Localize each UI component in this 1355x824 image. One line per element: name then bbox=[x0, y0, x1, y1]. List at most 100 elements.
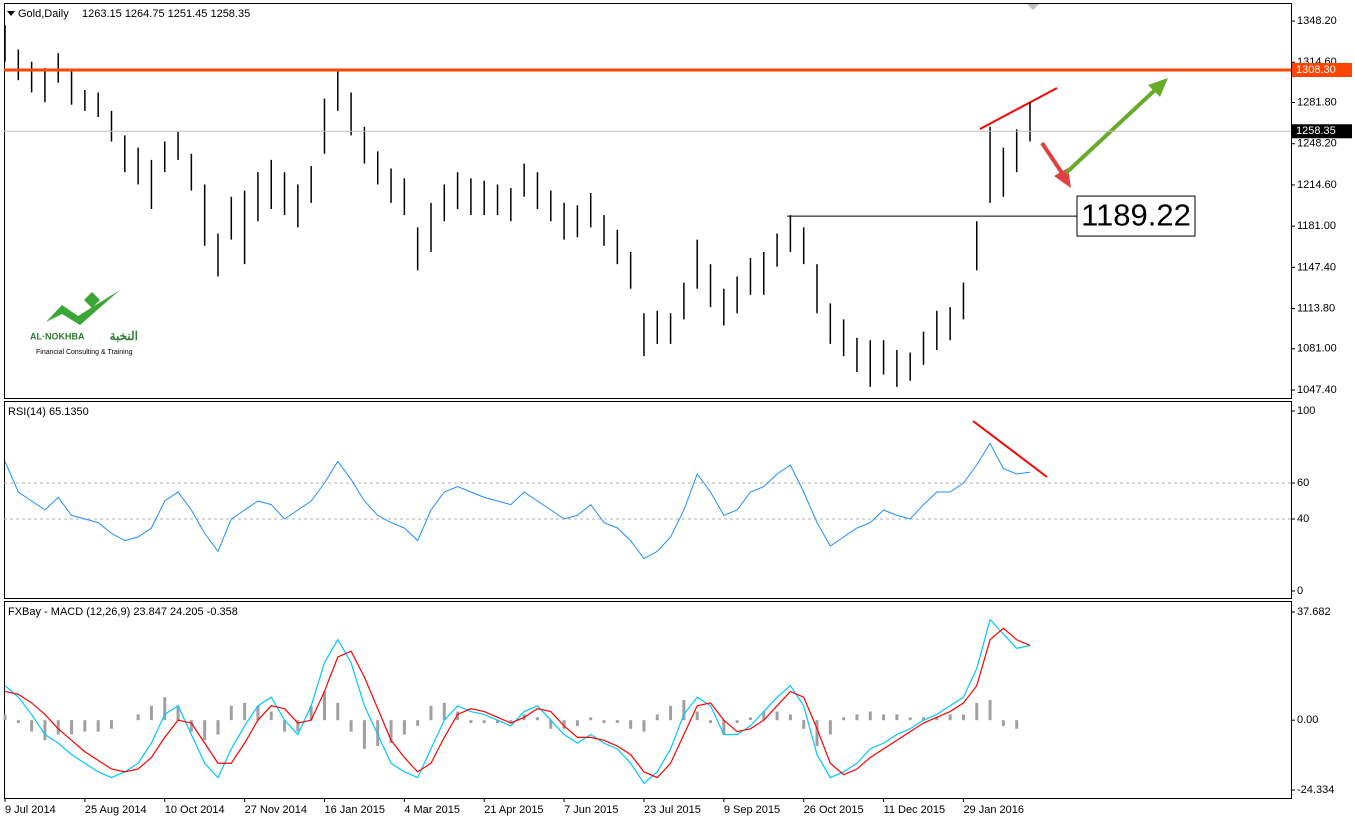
macd-histogram-bar bbox=[575, 720, 579, 726]
macd-histogram-bar bbox=[456, 711, 460, 721]
macd-histogram-bar bbox=[828, 720, 832, 735]
macd-histogram-bar bbox=[3, 714, 7, 721]
pane-title: FXBay - MACD (12,26,9) 23.847 24.205 -0.… bbox=[8, 606, 238, 618]
level-label: 1308.30 bbox=[1296, 64, 1336, 76]
macd-histogram-bar bbox=[442, 702, 446, 721]
macd-histogram-bar bbox=[496, 720, 500, 724]
macd-line bbox=[4, 618, 1031, 785]
x-tick-label: 25 Aug 2014 bbox=[85, 804, 147, 816]
y-tick-label: 37.682 bbox=[1297, 606, 1331, 618]
macd-histogram-bar bbox=[602, 720, 606, 724]
x-tick-label: 26 Oct 2015 bbox=[804, 804, 864, 816]
macd-line bbox=[4, 627, 1031, 779]
rsi-trendline bbox=[972, 420, 1048, 478]
y-tick-label: 100 bbox=[1297, 405, 1315, 417]
macd-histogram-bar bbox=[83, 720, 87, 732]
y-tick-label: 1181.00 bbox=[1297, 220, 1336, 232]
macd-histogram-bar bbox=[296, 720, 300, 732]
y-tick-label: 1113.80 bbox=[1297, 302, 1335, 314]
x-tick-label: 27 Nov 2014 bbox=[245, 804, 307, 816]
macd-histogram-bar bbox=[709, 720, 713, 724]
macd-histogram-bar bbox=[855, 714, 859, 721]
y-tick-label: 1214.60 bbox=[1297, 179, 1337, 191]
macd-histogram-bar bbox=[908, 717, 912, 721]
macd-histogram-bar bbox=[882, 714, 886, 721]
macd-histogram-bar bbox=[895, 714, 899, 721]
macd-histogram-bar bbox=[43, 720, 47, 741]
y-tick-label: 40 bbox=[1297, 513, 1309, 525]
macd-histogram-bar bbox=[216, 720, 220, 735]
macd-histogram-bar bbox=[136, 714, 140, 721]
macd-histogram-bar bbox=[762, 711, 766, 721]
macd-histogram-bar bbox=[535, 717, 539, 721]
macd-histogram-bar bbox=[802, 720, 806, 729]
x-tick-label: 10 Oct 2014 bbox=[165, 804, 225, 816]
macd-histogram-bar bbox=[935, 717, 939, 721]
macd-histogram-bar bbox=[163, 697, 167, 721]
price-trendline bbox=[979, 87, 1058, 130]
macd-histogram-bar bbox=[629, 720, 633, 729]
macd-histogram-bar bbox=[735, 720, 739, 724]
macd-histogram-bar bbox=[815, 720, 819, 747]
macd-histogram-bar bbox=[642, 720, 646, 732]
logo-name: AL·NOKHBA bbox=[30, 331, 85, 341]
macd-histogram-bar bbox=[775, 711, 779, 721]
x-tick-label: 9 Sep 2015 bbox=[724, 804, 780, 816]
y-tick-label: 0.00 bbox=[1297, 714, 1318, 726]
macd-histogram-bar bbox=[203, 720, 207, 741]
y-tick-label: 1081.00 bbox=[1297, 343, 1337, 355]
rsi-pane bbox=[4, 401, 1292, 599]
logo-mark bbox=[46, 290, 120, 325]
x-tick-label: 7 Jun 2015 bbox=[564, 804, 618, 816]
macd-histogram-bar bbox=[615, 720, 619, 724]
logo-tagline: Financial Consulting & Training bbox=[36, 349, 133, 356]
macd-histogram-bar bbox=[842, 717, 846, 721]
y-tick-label: 60 bbox=[1297, 477, 1309, 489]
macd-histogram-bar bbox=[189, 720, 193, 732]
annotation-label: 1189.22 bbox=[1081, 197, 1191, 232]
macd-histogram-bar bbox=[176, 705, 180, 721]
y-tick-label: 1248.20 bbox=[1297, 138, 1337, 150]
macd-histogram-bar bbox=[669, 705, 673, 721]
macd-histogram-bar bbox=[402, 720, 406, 735]
macd-histogram-bar bbox=[961, 714, 965, 721]
macd-histogram-bar bbox=[748, 717, 752, 721]
x-tick-label: 11 Dec 2015 bbox=[884, 804, 946, 816]
x-tick-label: 29 Jan 2016 bbox=[963, 804, 1024, 816]
macd-histogram-bar bbox=[722, 720, 726, 735]
macd-histogram-bar bbox=[948, 714, 952, 721]
y-tick-label: 0 bbox=[1297, 585, 1303, 597]
macd-histogram-bar bbox=[695, 711, 699, 721]
level-label-box bbox=[1292, 62, 1352, 77]
logo-arabic: النخبة bbox=[110, 329, 138, 343]
macd-histogram-bar bbox=[283, 720, 287, 732]
macd-histogram-bar bbox=[482, 720, 486, 724]
macd-histogram-bar bbox=[509, 720, 513, 724]
macd-histogram-bar bbox=[975, 702, 979, 721]
x-tick-label: 9 Jul 2014 bbox=[5, 804, 56, 816]
logo-dot bbox=[84, 292, 100, 308]
macd-histogram-bar bbox=[349, 720, 353, 732]
macd-histogram-bar bbox=[549, 720, 553, 729]
pane-title: RSI(14) 65.1350 bbox=[8, 406, 89, 418]
macd-histogram-bar bbox=[469, 720, 473, 724]
macd-histogram-bar bbox=[389, 720, 393, 744]
macd-pane bbox=[4, 601, 1292, 799]
macd-histogram-bar bbox=[56, 720, 60, 735]
y-tick-label: 1348.20 bbox=[1297, 15, 1337, 27]
macd-histogram-bar bbox=[362, 720, 366, 749]
macd-histogram-bar bbox=[336, 702, 340, 721]
macd-histogram-bar bbox=[376, 720, 380, 747]
price-pane bbox=[4, 3, 1292, 399]
macd-histogram-bar bbox=[429, 705, 433, 721]
macd-histogram-bar bbox=[416, 720, 420, 726]
macd-histogram-bar bbox=[269, 711, 273, 721]
macd-histogram-bar bbox=[1015, 720, 1019, 729]
rsi-line bbox=[4, 442, 1031, 560]
up-arrow-head bbox=[1148, 78, 1168, 97]
y-tick-label: -24.334 bbox=[1297, 784, 1334, 796]
macd-histogram-bar bbox=[229, 705, 233, 721]
header-triangle bbox=[7, 11, 15, 16]
